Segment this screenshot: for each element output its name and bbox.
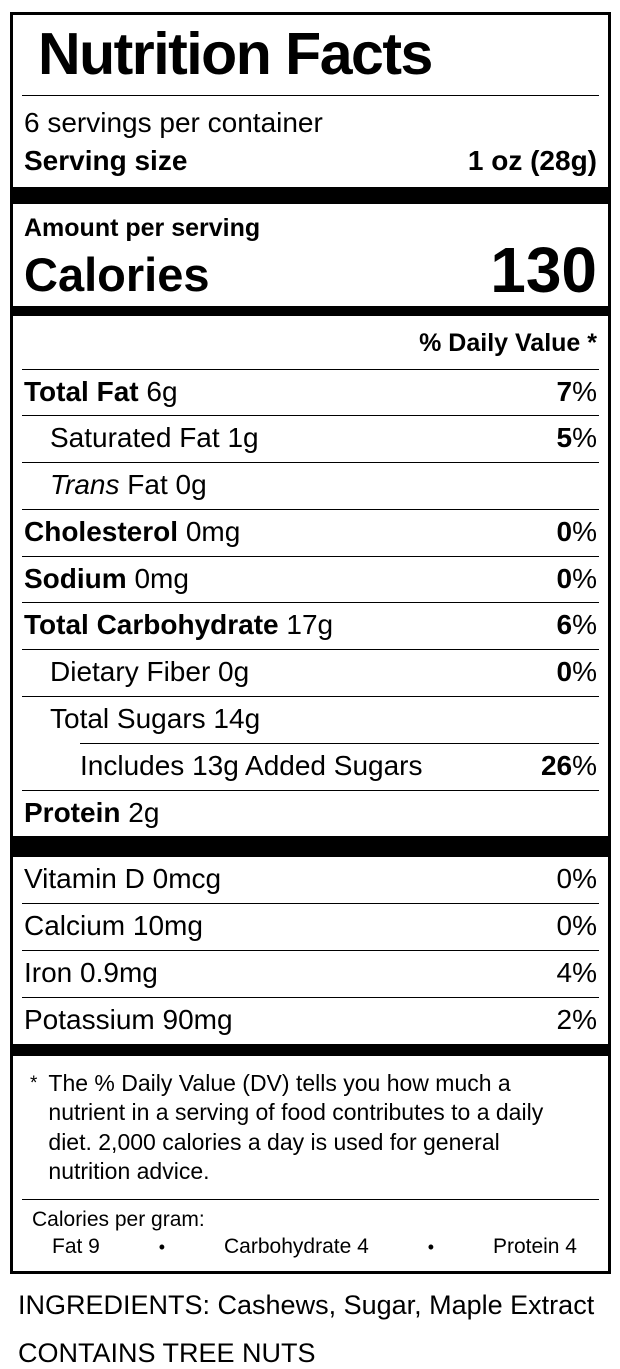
nutrient-amount: 0g xyxy=(218,656,250,688)
vitamin-dv: 0% xyxy=(556,910,597,942)
nutrient-row-total-fat: Total Fat 6g 7% xyxy=(22,370,599,417)
bullet-separator: • xyxy=(427,1237,435,1258)
vitamin-dv: 2% xyxy=(556,1003,597,1035)
calories-label: Calories xyxy=(24,247,210,301)
nutrient-row-trans-fat: Trans Fat 0g xyxy=(22,463,599,510)
vitamin-row-potassium: Potassium 90mg 2% xyxy=(22,998,599,1044)
footnote-text: The % Daily Value (DV) tells you how muc… xyxy=(48,1069,544,1184)
nutrient-name: Total Sugars xyxy=(50,703,206,735)
cpg-protein: Protein 4 xyxy=(492,1235,577,1259)
nutrient-amount: 6g xyxy=(146,375,178,407)
nutrient-name: Cholesterol xyxy=(24,515,179,547)
nutrient-name: Dietary Fiber xyxy=(50,656,211,688)
nutrient-row-added-sugars: Includes 13g Added Sugars 26% xyxy=(22,744,599,791)
nutrient-dv: 0% xyxy=(556,515,597,547)
nutrient-name: Trans xyxy=(50,469,120,501)
calories-value: 130 xyxy=(490,234,597,307)
thick-divider-bar xyxy=(13,836,608,858)
label-title: Nutrition Facts xyxy=(22,15,599,96)
nutrition-facts-label: Nutrition Facts 6 servings per container… xyxy=(10,12,611,1275)
ingredients-statement: INGREDIENTS: Cashews, Sugar, Maple Extra… xyxy=(18,1290,595,1321)
amount-per-serving-label: Amount per serving xyxy=(24,214,261,243)
vitamin-name: Potassium 90mg xyxy=(24,1003,233,1035)
serving-size-row: Serving size 1 oz (28g) xyxy=(22,141,599,187)
nutrient-dv: 7% xyxy=(556,375,597,407)
nutrient-name: Includes 13g Added Sugars xyxy=(80,749,423,781)
medium-divider-bar xyxy=(13,305,608,316)
vitamin-row-calcium: Calcium 10mg 0% xyxy=(22,904,599,952)
indented-separator xyxy=(80,742,599,744)
nutrient-row-sodium: Sodium 0mg 0% xyxy=(22,557,599,604)
nutrient-amount: 1g xyxy=(227,422,259,454)
daily-value-header: % Daily Value * xyxy=(22,316,599,370)
thick-divider-bar xyxy=(13,187,608,205)
nutrient-row-total-sugars: Total Sugars 14g xyxy=(22,697,599,743)
nutrient-amount: 0mg xyxy=(134,562,189,594)
nutrient-name: Saturated Fat xyxy=(50,422,220,454)
calories-per-gram-label: Calories per gram: xyxy=(32,1208,205,1232)
nutrient-dv: 0% xyxy=(556,562,597,594)
nutrient-dv: 5% xyxy=(556,422,597,454)
daily-value-footnote: * The % Daily Value (DV) tells you how m… xyxy=(22,1056,599,1201)
nutrient-row-protein: Protein 2g xyxy=(22,791,599,837)
calories-per-gram-section: Calories per gram: Fat 9 • Carbohydrate … xyxy=(22,1200,599,1271)
nutrient-dv: 26% xyxy=(540,749,597,781)
medium-divider-bar xyxy=(13,1043,608,1056)
nutrient-amount: 17g xyxy=(286,609,334,641)
nutrient-amount: Fat 0g xyxy=(127,469,207,501)
serving-size-label: Serving size xyxy=(24,145,188,177)
nutrient-row-saturated-fat: Saturated Fat 1g 5% xyxy=(22,416,599,464)
vitamin-row-vitamin-d: Vitamin D 0mcg 0% xyxy=(22,857,599,905)
nutrient-name: Sodium xyxy=(24,562,127,594)
cpg-carbohydrate: Carbohydrate 4 xyxy=(224,1235,369,1259)
vitamin-name: Vitamin D 0mcg xyxy=(24,863,222,895)
nutrient-dv: 0% xyxy=(556,656,597,688)
nutrient-name: Total Fat xyxy=(24,375,139,407)
nutrient-row-total-carbohydrate: Total Carbohydrate 17g 6% xyxy=(22,603,599,651)
bullet-separator: • xyxy=(158,1237,166,1258)
allergen-statement: CONTAINS TREE NUTS xyxy=(18,1338,316,1369)
vitamin-name: Calcium 10mg xyxy=(24,910,203,942)
vitamin-name: Iron 0.9mg xyxy=(24,957,158,989)
nutrient-amount: 0mg xyxy=(185,515,241,547)
vitamin-row-iron: Iron 0.9mg 4% xyxy=(22,951,599,998)
footnote-marker: * xyxy=(30,1072,38,1094)
calories-per-gram-values: Fat 9 • Carbohydrate 4 • Protein 4 xyxy=(22,1232,599,1259)
cpg-fat: Fat 9 xyxy=(52,1235,100,1259)
nutrient-row-dietary-fiber: Dietary Fiber 0g 0% xyxy=(22,650,599,698)
calories-row: Calories 130 xyxy=(22,234,599,307)
nutrient-name: Protein xyxy=(24,796,121,828)
serving-size-value: 1 oz (28g) xyxy=(467,145,597,177)
nutrient-amount: 2g xyxy=(128,796,160,828)
vitamin-dv: 0% xyxy=(556,863,597,895)
nutrient-name: Total Carbohydrate xyxy=(24,609,279,641)
nutrient-dv: 6% xyxy=(556,609,597,641)
nutrient-amount: 14g xyxy=(213,703,261,735)
nutrient-row-cholesterol: Cholesterol 0mg 0% xyxy=(22,510,599,557)
servings-per-container: 6 servings per container xyxy=(24,106,323,138)
vitamin-dv: 4% xyxy=(556,957,597,989)
